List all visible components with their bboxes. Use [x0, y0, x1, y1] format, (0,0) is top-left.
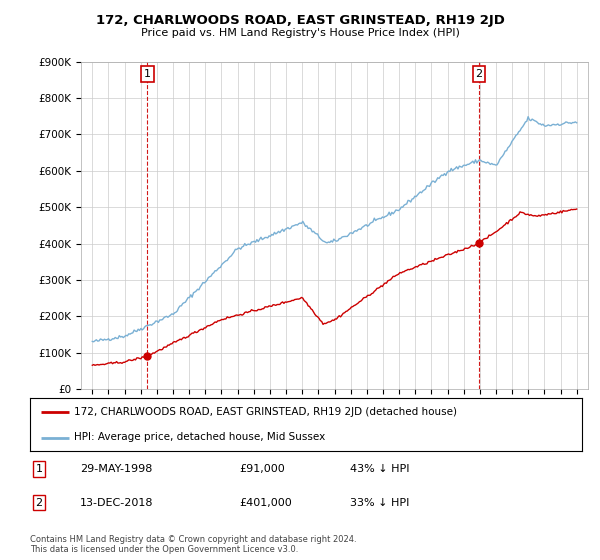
Text: 33% ↓ HPI: 33% ↓ HPI [350, 498, 410, 507]
Text: 43% ↓ HPI: 43% ↓ HPI [350, 464, 410, 474]
Text: 29-MAY-1998: 29-MAY-1998 [80, 464, 152, 474]
Text: Price paid vs. HM Land Registry's House Price Index (HPI): Price paid vs. HM Land Registry's House … [140, 28, 460, 38]
Text: 1: 1 [144, 69, 151, 79]
Text: 2: 2 [475, 69, 482, 79]
Text: 172, CHARLWOODS ROAD, EAST GRINSTEAD, RH19 2JD: 172, CHARLWOODS ROAD, EAST GRINSTEAD, RH… [95, 14, 505, 27]
Text: HPI: Average price, detached house, Mid Sussex: HPI: Average price, detached house, Mid … [74, 432, 325, 442]
Text: 1: 1 [35, 464, 43, 474]
Text: £401,000: £401,000 [240, 498, 293, 507]
Text: 172, CHARLWOODS ROAD, EAST GRINSTEAD, RH19 2JD (detached house): 172, CHARLWOODS ROAD, EAST GRINSTEAD, RH… [74, 408, 457, 418]
Text: 2: 2 [35, 498, 43, 507]
Text: 13-DEC-2018: 13-DEC-2018 [80, 498, 153, 507]
Text: Contains HM Land Registry data © Crown copyright and database right 2024.
This d: Contains HM Land Registry data © Crown c… [30, 535, 356, 554]
Text: £91,000: £91,000 [240, 464, 286, 474]
